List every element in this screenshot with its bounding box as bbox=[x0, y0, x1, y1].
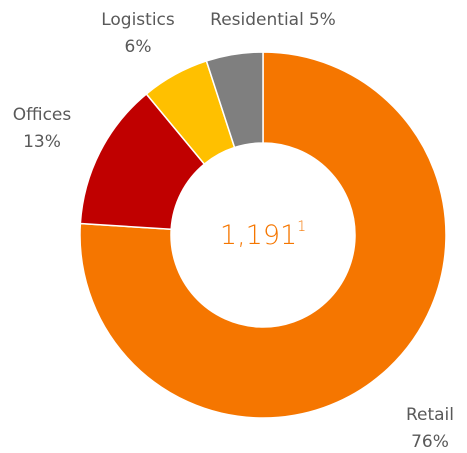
value-label: 6% bbox=[125, 37, 152, 57]
category-label: Retail bbox=[406, 405, 454, 425]
value-label: 13% bbox=[23, 132, 61, 152]
category-label: Offices bbox=[13, 105, 72, 125]
category-label: Residential bbox=[210, 10, 304, 30]
center-value: 1,191 bbox=[220, 220, 297, 251]
donut bbox=[79, 51, 447, 419]
value-label: 76% bbox=[411, 432, 449, 452]
category-label: Logistics bbox=[101, 10, 175, 30]
center-label: 1,1911 bbox=[220, 219, 306, 251]
center-footnote: 1 bbox=[297, 219, 306, 235]
value-label: 5% bbox=[309, 10, 336, 30]
donut-segment bbox=[205, 51, 264, 149]
segment-label: Residential 5% bbox=[210, 10, 336, 30]
donut-segment bbox=[79, 51, 447, 419]
